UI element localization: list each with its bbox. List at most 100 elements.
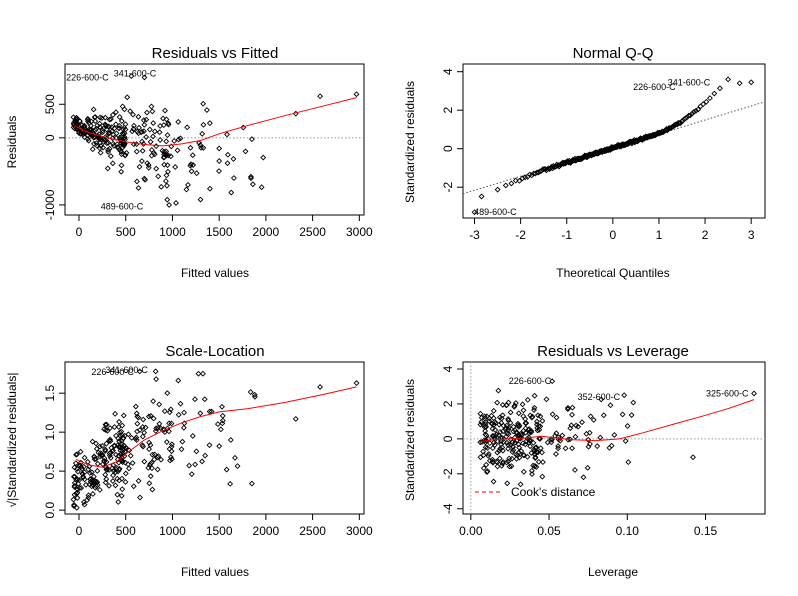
- data-point: [75, 480, 82, 487]
- data-point: [175, 377, 182, 384]
- data-point: [77, 130, 84, 137]
- data-point: [90, 479, 97, 486]
- data-point: [179, 438, 186, 445]
- data-point: [89, 146, 96, 153]
- x-tick-label: 2500: [299, 524, 326, 538]
- data-point: [120, 412, 127, 419]
- data-point: [111, 443, 118, 450]
- data-point: [118, 162, 125, 169]
- data-point: [158, 183, 165, 190]
- data-point: [150, 149, 157, 156]
- chart-title: Residuals vs Leverage: [537, 343, 689, 360]
- data-point: [141, 121, 148, 128]
- data-point: [224, 131, 230, 138]
- data-point: [484, 445, 491, 451]
- data-point: [484, 468, 491, 475]
- data-point: [71, 501, 77, 508]
- x-tick-label: 0: [76, 225, 83, 239]
- data-point: [98, 143, 104, 149]
- x-tick-label: 1500: [206, 524, 233, 538]
- data-point: [161, 161, 168, 168]
- data-point: [166, 420, 173, 427]
- data-point: [105, 123, 112, 130]
- data-point: [92, 478, 99, 485]
- point-annotation: 341-600-C: [114, 68, 157, 78]
- data-point: [102, 479, 109, 486]
- data-point: [151, 456, 158, 463]
- data-point: [206, 185, 213, 192]
- data-point: [703, 98, 710, 105]
- data-point: [185, 181, 191, 188]
- data-point: [109, 465, 116, 472]
- data-point: [110, 462, 117, 469]
- data-point: [492, 433, 499, 439]
- data-point: [73, 490, 80, 497]
- x-tick-label: 3: [748, 228, 755, 242]
- data-point: [114, 456, 121, 463]
- panel-residuals-vs-fitted: Residuals vs Fitted Fitted values Residu…: [5, 45, 278, 280]
- data-point: [353, 91, 360, 98]
- data-point: [520, 452, 527, 458]
- data-point: [102, 448, 109, 454]
- data-point: [99, 443, 106, 449]
- data-point: [93, 456, 99, 462]
- x-tick-label: 1500: [206, 225, 233, 239]
- data-point: [156, 401, 163, 408]
- data-point: [122, 470, 129, 477]
- data-point: [93, 483, 100, 490]
- data-point: [145, 413, 152, 420]
- data-point: [151, 128, 158, 135]
- data-point: [478, 414, 485, 421]
- data-point: [228, 189, 235, 196]
- data-point: [139, 433, 146, 440]
- data-point: [516, 444, 523, 451]
- point-annotation: 489-600-C: [474, 207, 517, 217]
- data-point: [197, 142, 204, 148]
- data-point: [161, 408, 168, 415]
- data-point: [200, 100, 207, 107]
- data-point: [160, 122, 167, 129]
- data-point: [492, 426, 499, 433]
- data-point: [119, 486, 126, 493]
- data-point: [74, 494, 81, 501]
- data-point: [108, 444, 115, 451]
- x-tick-label: 0.00: [459, 524, 483, 538]
- data-point: [219, 420, 226, 427]
- data-point: [200, 121, 207, 128]
- data-point: [536, 435, 543, 442]
- data-point: [70, 496, 77, 503]
- data-point: [105, 148, 112, 155]
- x-tick-label: 0: [76, 524, 83, 538]
- data-point: [621, 392, 628, 399]
- x-tick-label: 3000: [346, 524, 373, 538]
- data-point: [575, 423, 582, 430]
- data-point: [549, 378, 556, 385]
- data-point: [119, 455, 125, 461]
- data-point: [113, 464, 120, 471]
- plot-frame: [462, 63, 766, 219]
- data-point: [163, 116, 170, 123]
- data-point: [147, 138, 154, 145]
- data-point: [118, 492, 125, 499]
- data-point: [128, 434, 135, 441]
- data-point: [168, 420, 175, 427]
- data-point: [71, 121, 78, 128]
- data-point: [512, 439, 519, 446]
- data-point: [522, 174, 529, 181]
- data-point: [534, 418, 540, 425]
- data-point: [748, 79, 755, 86]
- data-point: [580, 474, 587, 481]
- data-point: [101, 136, 107, 143]
- data-point: [157, 123, 164, 129]
- data-point: [163, 148, 170, 155]
- data-point: [512, 177, 519, 184]
- data-point: [607, 402, 614, 409]
- data-point: [193, 170, 200, 177]
- data-point: [167, 406, 174, 413]
- data-point: [543, 396, 550, 403]
- data-point: [103, 476, 110, 483]
- data-point: [496, 421, 503, 428]
- data-point: [142, 424, 149, 431]
- data-point: [500, 428, 506, 435]
- data-point: [494, 186, 501, 193]
